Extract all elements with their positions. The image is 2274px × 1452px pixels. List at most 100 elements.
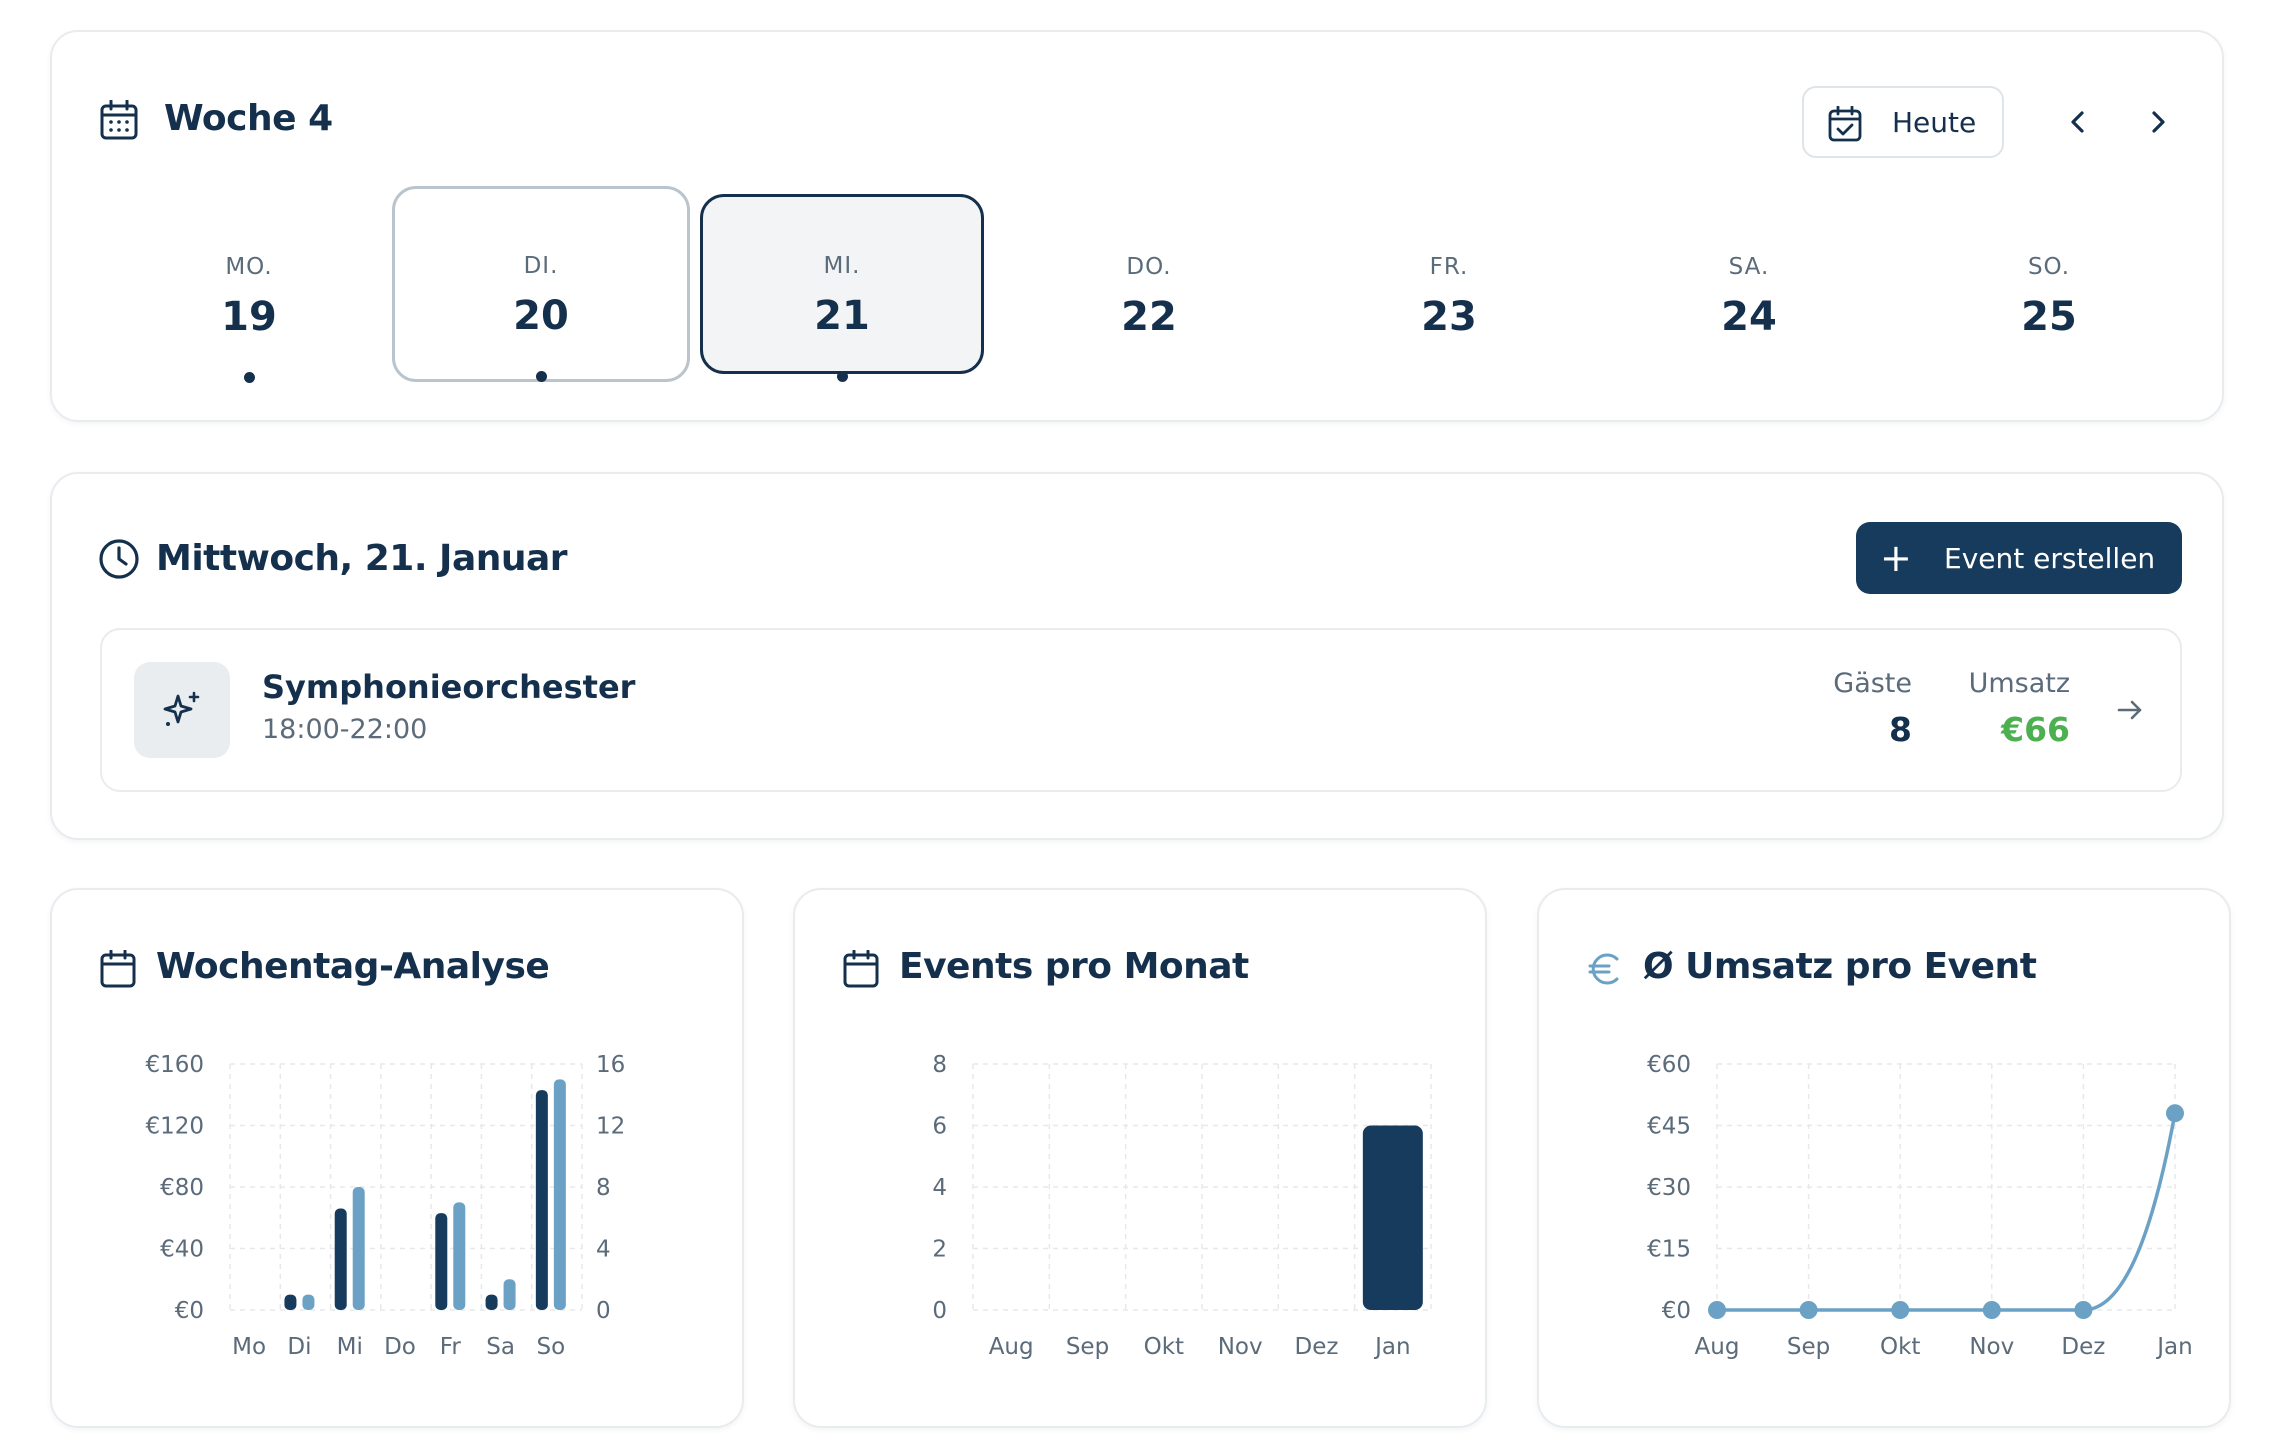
y-axis-tick: €60 (1647, 1052, 1691, 1078)
x-axis-tick: Aug (989, 1334, 1034, 1360)
day-label: SA. (1728, 254, 1770, 280)
day-detail-title: Mittwoch, 21. Januar (156, 538, 568, 579)
day-label: SO. (2027, 254, 2071, 280)
x-axis-tick: Fr (440, 1334, 462, 1360)
y-axis-right-tick: 12 (596, 1114, 625, 1140)
calendar-icon (100, 950, 136, 988)
create-event-label: Event erstellen (1944, 542, 2156, 575)
bar (1362, 1125, 1423, 1310)
euro-icon (1588, 953, 1619, 985)
day-label: DO. (1126, 254, 1172, 280)
x-axis-tick: Do (384, 1334, 416, 1360)
y-axis-tick: €45 (1647, 1114, 1691, 1140)
x-axis-tick: Jan (1373, 1334, 1410, 1360)
day-monday[interactable]: MO. 19 (100, 186, 398, 383)
y-axis-left-tick: €80 (160, 1175, 204, 1201)
day-number: 25 (2021, 294, 2077, 340)
day-number: 19 (221, 294, 277, 340)
y-axis-tick: 0 (932, 1298, 947, 1324)
x-axis-tick: Okt (1144, 1334, 1184, 1360)
x-axis-tick: Nov (1218, 1334, 1263, 1360)
revenue-value: €66 (2001, 710, 2070, 749)
y-axis-tick: 8 (932, 1052, 947, 1078)
series-line (1717, 1112, 2177, 1312)
bar (284, 1294, 297, 1310)
chart-title: Ø Umsatz pro Event (1643, 946, 2037, 987)
clock-icon (99, 539, 139, 579)
event-dot (244, 372, 255, 383)
chevron-left-icon[interactable] (2050, 94, 2106, 150)
data-point (2166, 1104, 2184, 1123)
y-axis-tick: €30 (1647, 1175, 1691, 1201)
avg-revenue-chart: €0 €15 €30 €45 €60 Aug Sep Okt Nov Dez Jan (1647, 1052, 2193, 1360)
day-label: FR. (1429, 254, 1469, 280)
create-event-button[interactable]: + Event erstellen (1856, 522, 2182, 594)
y-axis-left-tick: €160 (145, 1052, 204, 1078)
avg-revenue-card: Ø Umsatz pro Event €0 €15 €30 €45 €60 Aug Sep O… (1537, 888, 2231, 1428)
calendar-check-icon (1828, 106, 1862, 142)
y-axis-tick: €0 (1662, 1298, 1691, 1324)
chart-title: Wochentag-Analyse (156, 946, 550, 987)
day-sunday[interactable]: SO. 25 (1900, 186, 2198, 382)
bar (535, 1090, 548, 1310)
chart-title: Events pro Monat (899, 946, 1249, 987)
data-point (1891, 1301, 1910, 1319)
event-name: Symphonieorchester (262, 668, 636, 706)
bar (302, 1294, 315, 1310)
x-axis-tick: Jan (2155, 1334, 2192, 1360)
events-per-month-card: Events pro Monat 0 2 4 6 8 Aug Sep Okt Nov Dez Jan (793, 888, 1487, 1428)
event-time: 18:00-22:00 (262, 714, 428, 745)
y-axis-left-tick: €40 (160, 1237, 204, 1263)
day-number: 22 (1121, 294, 1177, 340)
y-axis-right-tick: 8 (596, 1175, 611, 1201)
x-axis-tick: Sep (1787, 1334, 1830, 1360)
bar (553, 1079, 566, 1310)
bar (453, 1202, 466, 1310)
data-point (1982, 1301, 2001, 1319)
bar (334, 1208, 347, 1310)
y-axis-right-tick: 16 (596, 1052, 625, 1078)
guests-value: 8 (1889, 710, 1912, 749)
x-axis-tick: Okt (1880, 1334, 1920, 1360)
arrow-right-icon[interactable] (2114, 694, 2146, 726)
day-thursday[interactable]: DO. 22 (1000, 186, 1298, 382)
y-axis-left-tick: €0 (175, 1298, 204, 1324)
x-axis-tick: Sep (1066, 1334, 1109, 1360)
x-axis-tick: Aug (1695, 1334, 1740, 1360)
day-tuesday[interactable]: DI. 20 (392, 186, 690, 382)
data-point (1708, 1301, 1726, 1319)
events-per-month-chart: 0 2 4 6 8 Aug Sep Okt Nov Dez Jan (932, 1052, 1432, 1360)
event-list-item[interactable]: Symphonieorchester 18:00-22:00 Gäste 8 U… (100, 628, 2182, 792)
event-dot (536, 371, 547, 382)
revenue-label: Umsatz (1968, 668, 2070, 699)
day-label: DI. (523, 253, 559, 279)
day-saturday[interactable]: SA. 24 (1600, 186, 1898, 382)
x-axis-tick: So (537, 1334, 566, 1360)
day-wednesday[interactable]: MI. 21 (700, 194, 984, 382)
bar (485, 1294, 498, 1310)
day-label: MO. (225, 254, 273, 280)
bar (503, 1279, 516, 1310)
data-point (2074, 1301, 2093, 1319)
calendar-icon (843, 950, 879, 988)
chevron-right-icon[interactable] (2130, 94, 2186, 150)
y-axis-left-tick: €120 (145, 1114, 204, 1140)
today-button[interactable]: Heute (1802, 86, 2004, 158)
day-number: 21 (814, 293, 870, 339)
day-label: MI. (823, 253, 861, 279)
plus-icon: + (1880, 536, 1912, 580)
bar (435, 1213, 448, 1310)
y-axis-tick: 4 (932, 1175, 947, 1201)
event-dot (837, 371, 848, 382)
calendar-grid-icon (100, 100, 138, 140)
day-number: 24 (1721, 294, 1777, 340)
x-axis-tick: Di (287, 1334, 311, 1360)
week-card: Woche 4 Heute MO. 19 DI. 20 MI. 21 DO. 2… (50, 30, 2224, 422)
guests-label: Gäste (1833, 668, 1912, 699)
weekday-analysis-chart: €0 €40 €80 €120 €160 0 4 8 12 16 Mo Di Mi Do Fr Sa So (145, 1052, 625, 1360)
sparkles-icon (163, 691, 200, 726)
day-number: 23 (1421, 294, 1477, 340)
y-axis-tick: 2 (932, 1237, 947, 1263)
day-friday[interactable]: FR. 23 (1300, 186, 1598, 382)
x-axis-tick: Dez (1295, 1334, 1339, 1360)
